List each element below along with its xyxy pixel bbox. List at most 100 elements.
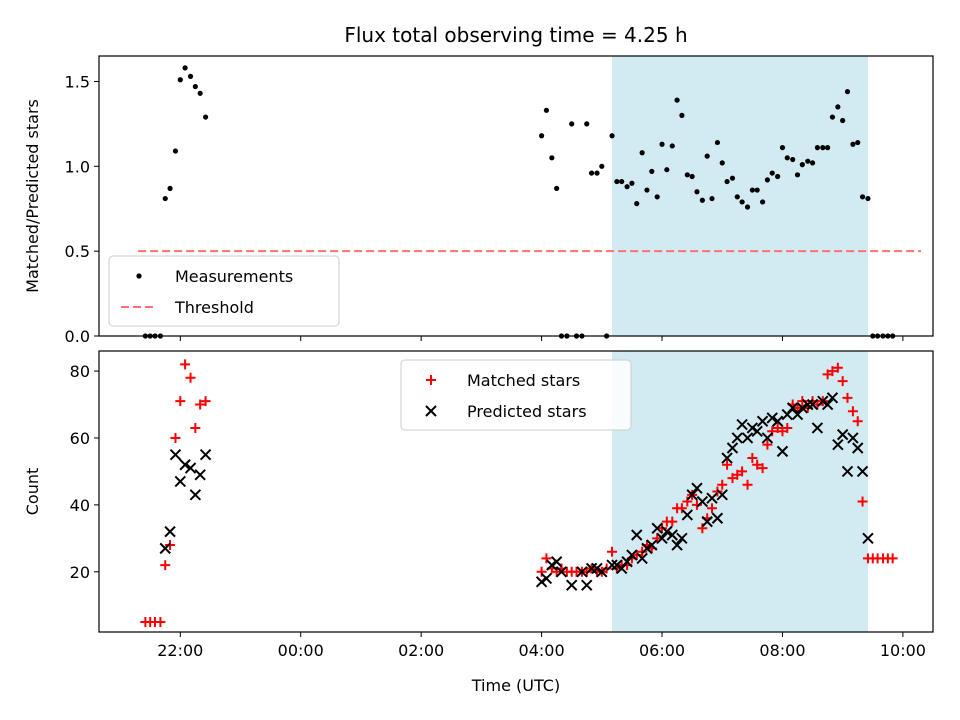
data-point xyxy=(629,180,635,186)
data-point xyxy=(832,438,844,451)
y-tick-label: 40 xyxy=(70,496,90,515)
data-point xyxy=(581,579,593,591)
y-axis-label: Count xyxy=(23,468,42,516)
data-point xyxy=(754,187,760,193)
data-point xyxy=(536,566,547,577)
data-point xyxy=(852,442,864,454)
data-point xyxy=(184,462,197,474)
data-point xyxy=(859,194,866,200)
data-point xyxy=(425,405,437,417)
data-point xyxy=(199,448,212,461)
data-point xyxy=(699,197,705,203)
axes-frame xyxy=(98,350,934,633)
data-point xyxy=(649,168,655,174)
data-point xyxy=(611,559,623,571)
data-point xyxy=(194,469,206,481)
data-point xyxy=(741,432,754,444)
data-point xyxy=(607,546,618,557)
data-point xyxy=(185,372,196,383)
data-point xyxy=(749,187,755,193)
data-point xyxy=(712,486,723,497)
data-point xyxy=(887,553,898,564)
data-point xyxy=(790,156,796,163)
data-point xyxy=(855,139,861,146)
data-point xyxy=(739,199,745,205)
data-point xyxy=(826,392,839,404)
data-point xyxy=(591,562,603,575)
data-point xyxy=(180,359,191,370)
data-point xyxy=(679,112,685,118)
data-point xyxy=(169,448,182,461)
data-point xyxy=(724,178,730,185)
data-point xyxy=(775,173,781,180)
data-point xyxy=(751,425,763,437)
data-point xyxy=(716,489,728,501)
data-point xyxy=(676,532,688,545)
data-point xyxy=(646,539,658,551)
data-point xyxy=(722,459,733,470)
data-point xyxy=(674,97,680,103)
data-point xyxy=(179,459,191,471)
data-point xyxy=(160,560,171,571)
data-point xyxy=(594,170,600,176)
data-point xyxy=(651,522,663,535)
data-point xyxy=(837,376,848,387)
data-point xyxy=(661,525,673,538)
legend-box xyxy=(400,359,632,431)
legend-label: Predicted stars xyxy=(467,402,587,421)
data-point xyxy=(543,107,550,113)
data-point xyxy=(704,153,710,159)
data-point xyxy=(835,104,841,110)
data-point xyxy=(554,185,560,191)
data-point xyxy=(825,145,831,151)
data-point xyxy=(538,133,545,139)
data-point xyxy=(637,546,648,557)
data-point xyxy=(805,158,811,164)
data-point xyxy=(850,141,856,147)
data-point xyxy=(729,175,736,181)
y-tick-label: 1.5 xyxy=(65,72,90,91)
data-point xyxy=(832,362,843,373)
data-point xyxy=(195,399,206,410)
data-point xyxy=(779,145,786,151)
data-point xyxy=(426,375,436,385)
data-point xyxy=(155,616,166,627)
data-point xyxy=(621,556,633,568)
data-point xyxy=(761,432,774,444)
data-point xyxy=(731,432,744,444)
data-point xyxy=(541,553,552,564)
data-point xyxy=(862,532,874,545)
legend-label: Threshold xyxy=(174,298,254,317)
x-tick-label: 06:00 xyxy=(639,641,685,660)
y-tick-label: 80 xyxy=(70,362,90,381)
data-point xyxy=(681,509,694,521)
data-point xyxy=(714,139,721,146)
data-point xyxy=(550,556,563,568)
data-point xyxy=(599,163,605,169)
data-point xyxy=(190,422,201,433)
data-point xyxy=(177,77,183,83)
data-point xyxy=(202,114,209,120)
observing-span xyxy=(612,351,868,632)
data-point xyxy=(549,155,555,161)
data-point xyxy=(189,489,202,501)
legend: Matched stars Predicted stars xyxy=(400,359,632,431)
legend-box xyxy=(108,255,340,327)
legend-label: Matched stars xyxy=(467,371,580,390)
data-point xyxy=(657,523,668,534)
data-point xyxy=(806,398,819,411)
data-point xyxy=(707,503,718,514)
data-point xyxy=(569,121,575,127)
data-point xyxy=(865,195,871,202)
legend-label: Measurements xyxy=(175,267,293,286)
data-point xyxy=(809,160,816,166)
x-tick-label: 04:00 xyxy=(519,641,565,660)
data-point xyxy=(654,194,660,200)
data-point xyxy=(721,452,733,464)
data-point xyxy=(847,406,858,417)
data-point xyxy=(697,523,708,534)
data-point xyxy=(192,83,198,90)
data-point xyxy=(671,539,683,551)
data-point xyxy=(644,187,650,193)
y-tick-label: 1.0 xyxy=(65,157,90,176)
